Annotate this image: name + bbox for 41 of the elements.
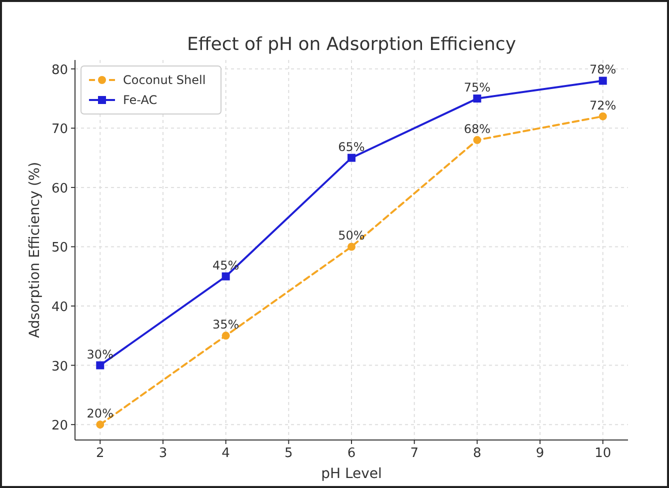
x-tick-label: 10 xyxy=(594,446,612,461)
point xyxy=(348,242,356,251)
point xyxy=(473,94,482,103)
point xyxy=(598,76,607,85)
x-tick-label: 3 xyxy=(158,446,168,461)
data-label: 78% xyxy=(590,62,616,77)
y-tick-label: 30 xyxy=(51,359,68,374)
data-label: 50% xyxy=(338,228,365,243)
legend-label: Fe-AC xyxy=(123,93,158,107)
x-tick-label: 2 xyxy=(96,446,104,461)
x-tick-label: 6 xyxy=(347,446,356,461)
point xyxy=(222,332,230,340)
data-label: 72% xyxy=(590,98,616,112)
data-label: 45% xyxy=(212,258,240,272)
point xyxy=(348,154,356,162)
y-tick-label: 80 xyxy=(51,62,68,78)
y-tick-label: 20 xyxy=(51,418,68,434)
x-tick-label: 9 xyxy=(536,446,544,461)
x-tick-label: 7 xyxy=(410,446,418,461)
data-label: 65% xyxy=(338,140,365,154)
legend-label: Coconut Shell xyxy=(123,73,206,87)
x-axis-title: pH Level xyxy=(321,466,382,482)
data-label: 68% xyxy=(464,122,491,136)
point xyxy=(96,361,104,370)
point xyxy=(473,136,482,144)
x-tick-label: 8 xyxy=(473,446,482,461)
point xyxy=(222,272,230,280)
y-tick-label: 40 xyxy=(51,300,68,316)
data-label: 30% xyxy=(86,347,114,362)
x-tick-label: 5 xyxy=(284,446,293,461)
point xyxy=(598,112,607,120)
data-label: 75% xyxy=(464,80,491,95)
x-tick-label: 4 xyxy=(222,446,230,461)
y-tick-label: 60 xyxy=(51,181,68,196)
y-tick-label: 50 xyxy=(51,240,68,256)
y-axis-title: Adsorption Efficiency (%) xyxy=(27,162,43,338)
y-tick-label: 70 xyxy=(51,122,68,138)
point xyxy=(96,420,104,429)
data-label: 35% xyxy=(212,318,240,332)
chart-title: Effect of pH on Adsorption Efficiency xyxy=(187,34,516,55)
data-label: 20% xyxy=(86,406,114,421)
